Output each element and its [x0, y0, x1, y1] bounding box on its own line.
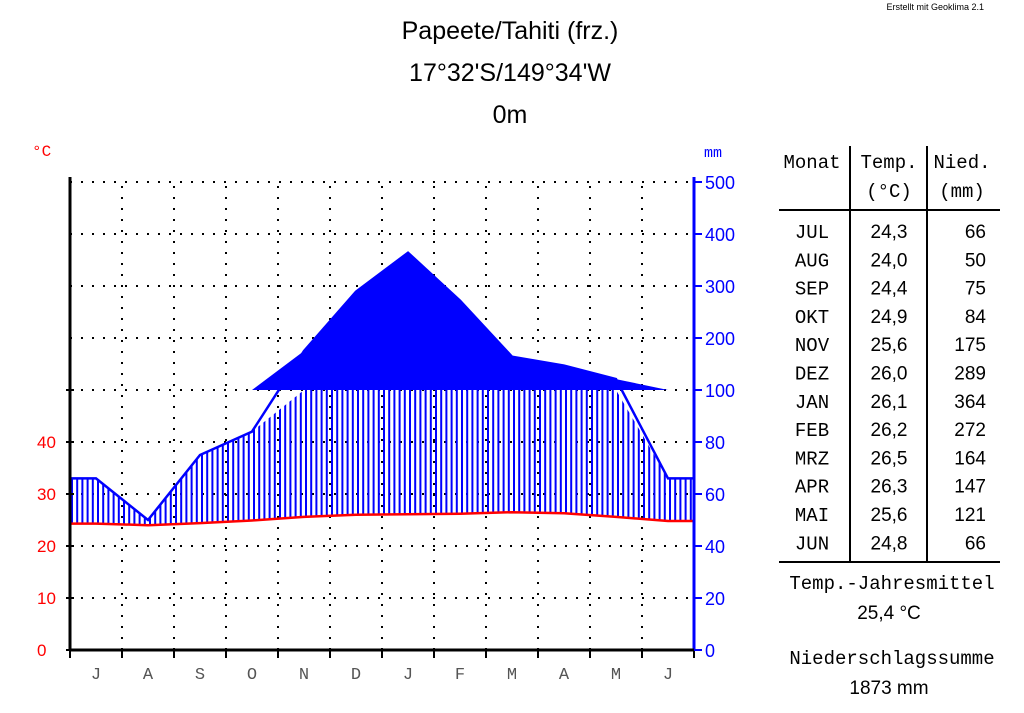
- month-label: J: [663, 666, 673, 685]
- precip-sum-label: Niederschlagssumme: [789, 648, 994, 670]
- table-cell-precip: 50: [965, 250, 986, 271]
- right-tick-label: 60: [705, 485, 725, 505]
- table-cell-month: FEB: [795, 420, 829, 442]
- table-cell-month: MRZ: [795, 448, 829, 470]
- left-tick-label: 0: [37, 641, 46, 660]
- table-cell-precip: 364: [954, 392, 986, 413]
- table-cell-temp: 26,0: [871, 364, 908, 385]
- month-label: A: [559, 666, 570, 685]
- table-cell-month: JUL: [795, 222, 829, 244]
- right-tick-label: 80: [705, 433, 725, 453]
- axes: [66, 177, 702, 658]
- table-cell-temp: 24,3: [871, 222, 908, 243]
- right-tick-label: 400: [705, 225, 735, 245]
- table-header-precip-unit: (mm): [939, 181, 985, 203]
- table-cell-precip: 121: [954, 505, 986, 526]
- table-cell-month: SEP: [795, 279, 829, 301]
- table-cell-temp: 24,9: [871, 307, 908, 328]
- left-axis-unit: °C: [32, 143, 51, 161]
- month-label: J: [91, 666, 101, 685]
- table-cell-precip: 75: [965, 279, 986, 300]
- table-cell-month: AUG: [795, 250, 829, 272]
- table-cell-precip: 175: [954, 335, 986, 356]
- table-header-temp-unit: (°C): [866, 181, 912, 203]
- table-cell-precip: 289: [954, 364, 986, 385]
- month-label: O: [247, 666, 257, 685]
- table-cell-month: OKT: [795, 307, 829, 329]
- table-cell-month: MAI: [795, 505, 829, 527]
- table-cell-precip: 66: [965, 533, 986, 554]
- table-cell-temp: 25,6: [871, 335, 908, 356]
- table-cell-temp: 26,1: [871, 392, 908, 413]
- right-tick-label: 100: [705, 381, 735, 401]
- station-name: Papeete/Tahiti (frz.): [401, 17, 619, 45]
- right-tick-label: 40: [705, 537, 725, 557]
- table-cell-temp: 24,8: [871, 533, 908, 554]
- table-cell-temp: 24,4: [871, 279, 908, 300]
- perhumid-area: [70, 252, 694, 390]
- left-tick-label: 30: [37, 485, 56, 504]
- credit-text: Erstellt mit Geoklima 2.1: [886, 2, 984, 12]
- precipitation-line: [70, 251, 694, 522]
- right-tick-label: 0: [705, 641, 715, 661]
- right-tick-label: 300: [705, 277, 735, 297]
- left-tick-label: 10: [37, 589, 56, 608]
- table-cell-precip: 84: [965, 307, 987, 328]
- grid: [70, 181, 694, 650]
- month-label: M: [507, 666, 517, 685]
- table-cell-temp: 26,3: [871, 477, 908, 498]
- table-cell-precip: 164: [954, 448, 986, 469]
- climate-table: Monat Temp. (°C) Nied. (mm) JUL 24,3 66 AUG 24,0 5…: [779, 146, 1000, 699]
- table-header-month: Monat: [783, 152, 840, 174]
- table-cell-month: APR: [795, 477, 829, 499]
- table-header-temp: Temp.: [860, 152, 917, 174]
- table-cell-temp: 26,5: [871, 448, 908, 469]
- table-cell-precip: 272: [954, 420, 986, 441]
- precip-sum-value: 1873 mm: [849, 678, 928, 699]
- table-cell-month: NOV: [795, 335, 830, 357]
- table-cell-temp: 24,0: [871, 250, 908, 271]
- tick-labels: °C 0 10 20 30 40 mm 0 20 40 60 80 100 200 300 400 500 J A S…: [32, 143, 735, 685]
- table-header-precip: Nied.: [933, 152, 990, 174]
- left-tick-label: 40: [37, 433, 56, 452]
- station-elevation: 0m: [492, 101, 528, 129]
- right-axis-unit: mm: [704, 145, 722, 162]
- temperature-line: [70, 510, 694, 527]
- left-tick-label: 20: [37, 537, 56, 556]
- right-tick-label: 200: [705, 329, 735, 349]
- table-cell-month: DEZ: [795, 364, 829, 386]
- table-cell-month: JUN: [795, 533, 829, 555]
- mean-temp-label: Temp.-Jahresmittel: [789, 573, 994, 595]
- month-label: S: [195, 666, 205, 685]
- right-tick-label: 500: [705, 173, 735, 193]
- table-cell-precip: 147: [954, 477, 986, 498]
- table-cell-temp: 25,6: [871, 505, 908, 526]
- month-label: J: [403, 666, 413, 685]
- month-label: M: [611, 666, 621, 685]
- table-cell-precip: 66: [965, 222, 986, 243]
- right-tick-label: 20: [705, 589, 725, 609]
- month-label: D: [351, 666, 361, 685]
- table-cell-temp: 26,2: [871, 420, 908, 441]
- station-coordinates: 17°32'S/149°34'W: [409, 59, 611, 87]
- month-label: A: [143, 666, 154, 685]
- month-label: N: [299, 666, 309, 685]
- month-label: F: [455, 666, 465, 685]
- table-cell-month: JAN: [795, 392, 829, 414]
- mean-temp-value: 25,4 °C: [857, 603, 921, 624]
- series-lines: [70, 251, 694, 527]
